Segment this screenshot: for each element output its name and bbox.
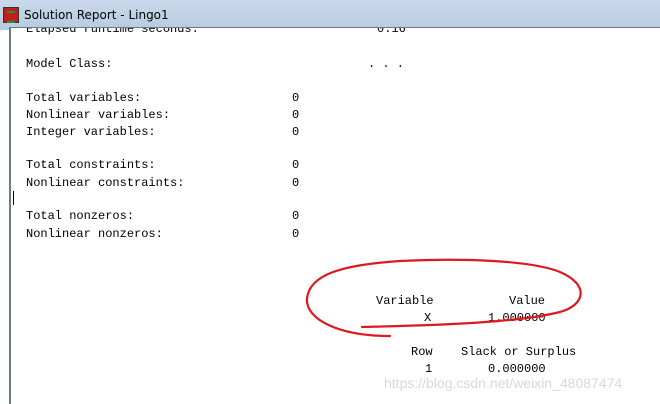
row-number: 1 (425, 362, 433, 376)
stat-value: 0 (292, 176, 300, 190)
stat-label: Total constraints: (26, 158, 156, 172)
lingo-app-icon (3, 7, 19, 23)
stat-value: 0 (292, 125, 300, 139)
slack-header: Slack or Surplus (461, 345, 577, 359)
stat-label: Nonlinear variables: (26, 108, 171, 122)
text-caret (13, 191, 14, 205)
window-title: Solution Report - Lingo1 (24, 8, 169, 22)
watermark: https://blog.csdn.net/weixin_48087474 (384, 375, 623, 391)
elapsed-label: Elapsed runtime seconds: (26, 27, 199, 36)
stat-value: 0 (292, 209, 300, 223)
stat-label: Integer variables: (26, 125, 156, 139)
title-bar: Solution Report - Lingo1 (0, 0, 660, 30)
stat-value: 0 (292, 91, 300, 105)
stat-label: Nonlinear nonzeros: (26, 227, 163, 241)
model-class-value: . . . (368, 57, 405, 71)
variable-header: Variable (376, 294, 434, 308)
stat-label: Nonlinear constraints: (26, 176, 185, 190)
variable-name: X (424, 311, 432, 325)
model-class-label: Model Class: (26, 57, 113, 71)
stat-label: Total nonzeros: (26, 209, 135, 223)
report-pane[interactable]: Elapsed runtime seconds: 0.16 Model Clas… (9, 27, 660, 404)
row-header: Row (411, 345, 433, 359)
slack-value: 0.000000 (488, 362, 546, 376)
stat-value: 0 (292, 158, 300, 172)
stat-label: Total variables: (26, 91, 142, 105)
stat-value: 0 (292, 108, 300, 122)
stat-value: 0 (292, 227, 300, 241)
value-header: Value (509, 294, 546, 308)
elapsed-value: 0.16 (377, 27, 406, 36)
